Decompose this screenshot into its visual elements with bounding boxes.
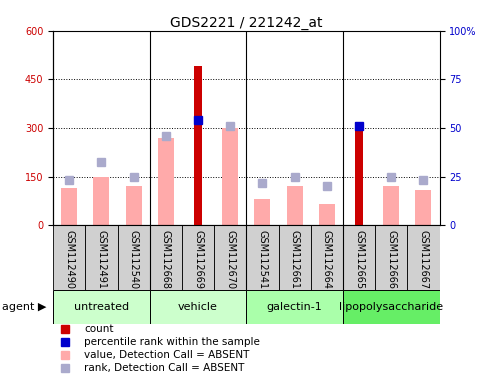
Bar [53, 290, 150, 324]
Text: GSM112668: GSM112668 [161, 230, 171, 289]
Bar [407, 225, 440, 290]
Bar [319, 204, 335, 225]
Text: GSM112541: GSM112541 [257, 230, 268, 290]
Text: GSM112540: GSM112540 [128, 230, 139, 290]
Bar [222, 128, 238, 225]
Bar [311, 225, 343, 290]
Bar [255, 199, 270, 225]
Text: GSM112669: GSM112669 [193, 230, 203, 289]
Text: GSM112667: GSM112667 [418, 230, 428, 290]
Text: GSM112664: GSM112664 [322, 230, 332, 289]
Text: GSM112490: GSM112490 [64, 230, 74, 289]
Text: rank, Detection Call = ABSENT: rank, Detection Call = ABSENT [84, 362, 244, 372]
Text: GSM112666: GSM112666 [386, 230, 396, 289]
Bar [158, 137, 174, 225]
Bar [126, 186, 142, 225]
Bar [117, 225, 150, 290]
Text: GSM112665: GSM112665 [354, 230, 364, 290]
Bar [214, 225, 246, 290]
Text: GSM112670: GSM112670 [225, 230, 235, 290]
Bar [150, 290, 246, 324]
Text: GSM112491: GSM112491 [97, 230, 106, 289]
Bar [279, 225, 311, 290]
Text: count: count [84, 324, 114, 334]
Bar [415, 190, 431, 225]
Text: lipopolysaccharide: lipopolysaccharide [339, 302, 443, 312]
Text: percentile rank within the sample: percentile rank within the sample [84, 337, 260, 347]
Bar [150, 225, 182, 290]
Bar [61, 188, 77, 225]
Bar [383, 186, 399, 225]
Text: agent ▶: agent ▶ [2, 302, 47, 312]
Text: galectin-1: galectin-1 [267, 302, 323, 312]
Bar [53, 225, 85, 290]
Text: value, Detection Call = ABSENT: value, Detection Call = ABSENT [84, 349, 249, 359]
Bar [343, 290, 440, 324]
Bar [182, 225, 214, 290]
Bar [375, 225, 407, 290]
Text: GSM112661: GSM112661 [290, 230, 299, 289]
Bar [355, 122, 363, 225]
Bar [85, 225, 117, 290]
Title: GDS2221 / 221242_at: GDS2221 / 221242_at [170, 16, 323, 30]
Bar [246, 290, 343, 324]
Text: vehicle: vehicle [178, 302, 218, 312]
Bar [343, 225, 375, 290]
Bar [246, 225, 279, 290]
Bar [93, 177, 110, 225]
Bar [286, 186, 303, 225]
Text: untreated: untreated [74, 302, 129, 312]
Bar [194, 66, 202, 225]
